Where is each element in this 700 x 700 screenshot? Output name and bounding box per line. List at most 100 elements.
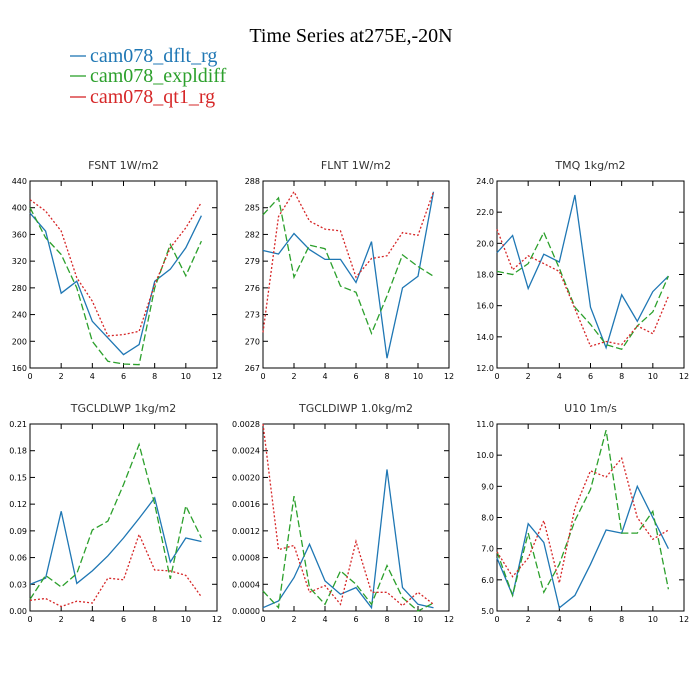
x-tick-label: 8 bbox=[619, 615, 624, 624]
series-line bbox=[262, 469, 434, 610]
panel-title: TGCLDLWP 1kg/m2 bbox=[70, 402, 176, 415]
x-tick-label: 2 bbox=[526, 615, 531, 624]
series-line bbox=[29, 496, 202, 585]
x-tick-label: 0 bbox=[494, 615, 499, 624]
y-tick-label: 0.0024 bbox=[232, 447, 260, 456]
series-line bbox=[496, 230, 669, 351]
y-tick-label: 20.0 bbox=[476, 239, 494, 248]
chart-panel: TMQ 1kg/m2 0 2 4 6 8 10 12 12.0 14.0 16.0 18.0 20.0 2… bbox=[476, 159, 689, 381]
x-tick-label: 0 bbox=[27, 372, 32, 381]
x-tick-label: 4 bbox=[90, 372, 95, 381]
y-tick-label: 24.0 bbox=[476, 177, 494, 186]
y-tick-label: 0.21 bbox=[9, 420, 27, 429]
x-tick-label: 4 bbox=[557, 615, 562, 624]
x-tick-label: 10 bbox=[181, 372, 191, 381]
x-tick-label: 2 bbox=[526, 372, 531, 381]
y-tick-label: 18.0 bbox=[476, 271, 494, 280]
x-tick-label: 12 bbox=[212, 615, 222, 624]
series-line bbox=[29, 199, 202, 337]
y-tick-label: 320 bbox=[12, 257, 27, 266]
legend-item: cam078_expldiff bbox=[70, 65, 227, 87]
x-tick-label: 4 bbox=[557, 372, 562, 381]
plot-frame bbox=[29, 423, 218, 612]
x-tick-label: 10 bbox=[181, 615, 191, 624]
y-tick-label: 11.0 bbox=[476, 420, 494, 429]
x-tick-label: 0 bbox=[260, 372, 265, 381]
y-tick-label: 9.0 bbox=[481, 482, 494, 491]
legend-label: cam078_expldiff bbox=[90, 65, 227, 87]
y-tick-label: 5.0 bbox=[481, 607, 494, 616]
panel-title: FSNT 1W/m2 bbox=[88, 159, 159, 172]
x-tick-label: 12 bbox=[679, 372, 689, 381]
y-tick-label: 7.0 bbox=[481, 545, 494, 554]
x-tick-label: 4 bbox=[322, 615, 327, 624]
y-tick-label: 0.0000 bbox=[232, 607, 260, 616]
x-tick-label: 0 bbox=[494, 372, 499, 381]
legend-item: cam078_dflt_rg bbox=[70, 45, 217, 67]
y-tick-label: 0.0008 bbox=[232, 554, 260, 563]
series-line bbox=[262, 196, 434, 336]
series-line bbox=[262, 191, 435, 359]
y-tick-label: 8.0 bbox=[481, 514, 494, 523]
x-tick-label: 12 bbox=[444, 615, 454, 624]
y-tick-label: 6.0 bbox=[481, 576, 494, 585]
series-line bbox=[496, 430, 670, 598]
figure-title: Time Series at275E,-20N bbox=[249, 25, 452, 47]
y-tick-label: 440 bbox=[12, 177, 27, 186]
x-tick-label: 0 bbox=[260, 615, 265, 624]
x-tick-label: 6 bbox=[353, 615, 358, 624]
x-tick-label: 12 bbox=[679, 615, 689, 624]
chart-panel: TGCLDIWP 1.0kg/m2 0 2 4 6 8 10 12 0.0000 0.0004 0.… bbox=[232, 402, 454, 624]
x-tick-label: 8 bbox=[152, 372, 157, 381]
y-tick-label: 288 bbox=[245, 177, 260, 186]
x-tick-label: 8 bbox=[384, 372, 389, 381]
x-tick-label: 8 bbox=[384, 615, 389, 624]
y-tick-label: 273 bbox=[245, 311, 260, 320]
x-tick-label: 12 bbox=[212, 372, 222, 381]
y-tick-label: 0.18 bbox=[9, 447, 27, 456]
x-tick-label: 2 bbox=[291, 615, 296, 624]
chart-panel: FSNT 1W/m2 0 2 4 6 8 10 12 160 200 240 280 320 360 400… bbox=[12, 159, 222, 381]
x-tick-label: 2 bbox=[291, 372, 296, 381]
y-tick-label: 285 bbox=[245, 204, 260, 213]
panels: FSNT 1W/m20 2 4 6 8 10 12160200240280320360400… bbox=[9, 159, 689, 624]
y-tick-label: 16.0 bbox=[476, 302, 494, 311]
series-line bbox=[29, 442, 202, 600]
y-tick-label: 12.0 bbox=[476, 364, 494, 373]
plot-frame bbox=[496, 180, 685, 369]
y-tick-label: 270 bbox=[245, 337, 260, 346]
x-tick-label: 6 bbox=[121, 372, 126, 381]
x-tick-label: 10 bbox=[413, 615, 423, 624]
y-tick-label: 0.03 bbox=[9, 580, 27, 589]
plot-frame bbox=[496, 423, 685, 612]
y-tick-label: 0.0012 bbox=[232, 527, 260, 536]
x-tick-label: 10 bbox=[648, 372, 658, 381]
y-tick-label: 0.00 bbox=[9, 607, 27, 616]
x-tick-label: 8 bbox=[152, 615, 157, 624]
y-tick-label: 160 bbox=[12, 364, 27, 373]
chart-panel: FLNT 1W/m2 0 2 4 6 8 10 12 267 270 273 276 279 282 285… bbox=[245, 159, 454, 381]
y-tick-label: 240 bbox=[12, 311, 27, 320]
x-tick-label: 10 bbox=[413, 372, 423, 381]
y-tick-label: 280 bbox=[12, 284, 27, 293]
y-tick-label: 200 bbox=[12, 337, 27, 346]
legend: cam078_dflt_rg cam078_expldiff cam078_qt… bbox=[70, 45, 227, 108]
y-tick-label: 0.0004 bbox=[232, 580, 260, 589]
series-line bbox=[29, 212, 202, 356]
x-tick-label: 6 bbox=[353, 372, 358, 381]
x-tick-label: 6 bbox=[588, 372, 593, 381]
series-line bbox=[496, 229, 669, 347]
y-tick-label: 22.0 bbox=[476, 208, 494, 217]
x-tick-label: 2 bbox=[59, 615, 64, 624]
series-line bbox=[496, 194, 669, 350]
y-tick-label: 14.0 bbox=[476, 333, 494, 342]
x-tick-label: 2 bbox=[59, 372, 64, 381]
series-line bbox=[262, 190, 435, 333]
y-tick-label: 267 bbox=[245, 364, 260, 373]
series-line bbox=[496, 484, 669, 610]
y-tick-label: 282 bbox=[245, 230, 260, 239]
plot-frame bbox=[29, 180, 218, 369]
x-tick-label: 6 bbox=[588, 615, 593, 624]
y-tick-label: 360 bbox=[12, 230, 27, 239]
